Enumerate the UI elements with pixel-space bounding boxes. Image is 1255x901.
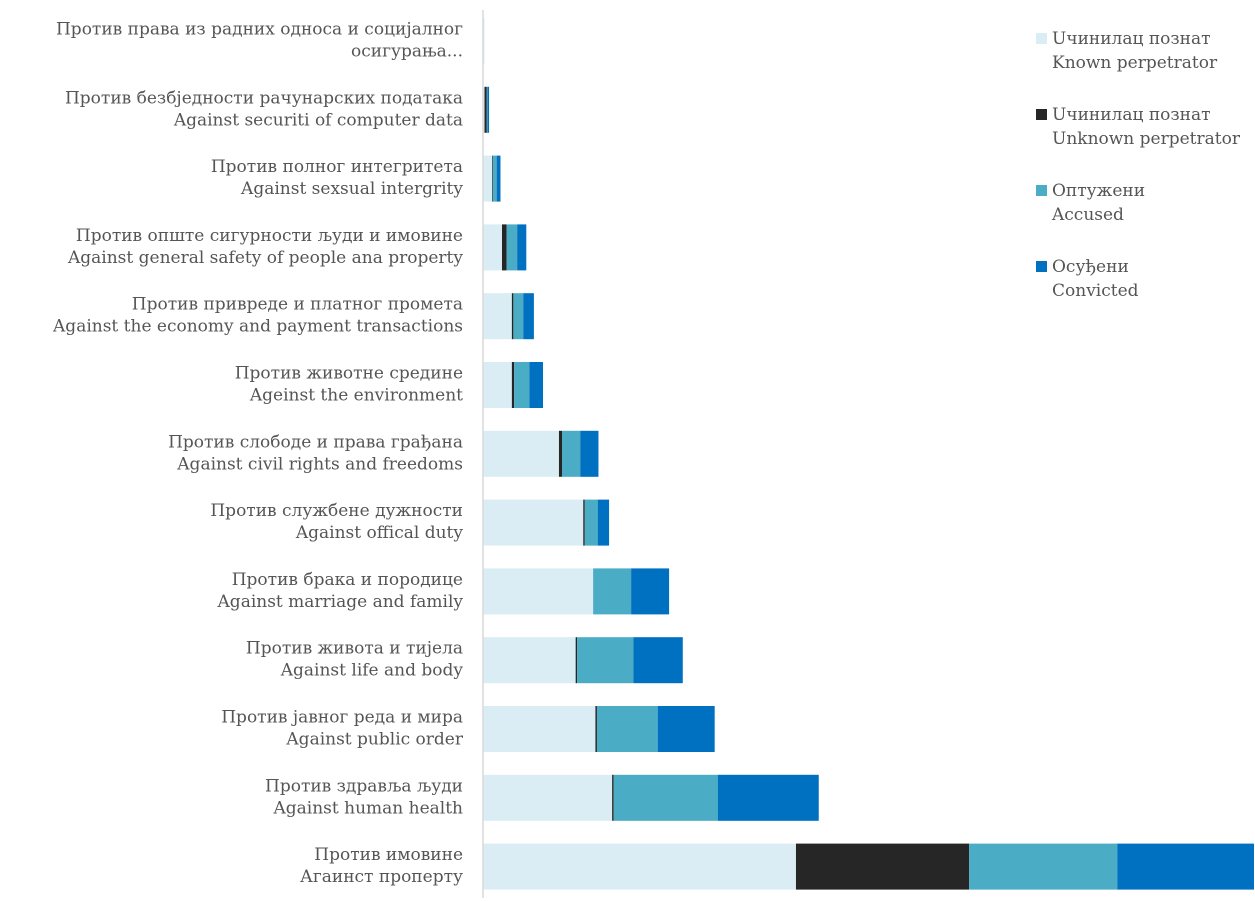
bar-segment <box>633 637 683 684</box>
category-label: Против привреде и платног промета <box>132 295 463 315</box>
bar-segment <box>483 224 502 271</box>
category-label: Против животне средине <box>235 364 463 384</box>
category-label: Against public order <box>285 730 463 750</box>
bar-segment <box>483 568 594 615</box>
bars <box>483 18 1254 890</box>
bar-segment <box>483 362 512 408</box>
bar-segment <box>717 774 819 821</box>
bar-segment <box>593 568 632 615</box>
bar-segment <box>492 155 493 202</box>
category-label: Against the economy and payment transact… <box>52 317 463 337</box>
bar-segment <box>483 637 576 684</box>
bar-segment <box>583 499 585 546</box>
bar-segment <box>577 637 634 684</box>
bar-segment <box>596 706 658 752</box>
bar-segment <box>969 843 1118 890</box>
category-label: Агаинст проперту <box>300 867 463 887</box>
legend-swatch <box>1036 109 1047 120</box>
bar-segment <box>511 293 514 340</box>
category-label: Against civil rights and freedoms <box>176 454 463 474</box>
legend-swatch <box>1036 261 1047 272</box>
bar-segment <box>613 774 718 821</box>
category-label: Против здравља људи <box>265 776 463 796</box>
bar-segment <box>483 155 493 202</box>
legend-swatch <box>1036 185 1047 196</box>
category-label: Ageinst the environment <box>249 386 463 406</box>
legend-label: Uчинилац познат <box>1052 29 1211 49</box>
bar-segment <box>506 224 518 271</box>
bar-segment <box>484 86 487 133</box>
category-label: Против живота и тијела <box>246 639 463 659</box>
bar-segment <box>514 362 530 408</box>
category-label: Against general safety of people ana pro… <box>67 248 463 268</box>
legend-label: Оптужени <box>1052 181 1145 201</box>
category-label: Against life and body <box>280 661 464 681</box>
bar-segment <box>1117 843 1254 890</box>
bar-segment <box>487 86 490 133</box>
legend-label: Unknown perpetrator <box>1052 129 1241 149</box>
bar-segment <box>496 155 501 202</box>
category-label: Против полног интегритета <box>211 157 463 177</box>
category-label: Against marriage and family <box>217 592 464 612</box>
legend-label: Known perpetrator <box>1052 53 1218 73</box>
category-label: Против брака и породице <box>232 570 463 590</box>
legend-swatch <box>1036 33 1047 44</box>
category-label: Против права из радних односа и социјалн… <box>56 20 463 40</box>
category-label: Против службене дужности <box>210 501 463 521</box>
bar-segment <box>517 224 527 271</box>
bar-segment <box>657 706 715 752</box>
category-labels: Против права из радних односа и социјалн… <box>52 20 464 888</box>
bar-segment <box>483 706 596 752</box>
category-label: Against securiti of computer data <box>173 110 463 130</box>
bar-segment <box>597 499 610 546</box>
legend: Uчинилац познат Known perpetrator Uчинилац… <box>1036 29 1241 301</box>
category-label: Против имовине <box>314 845 463 865</box>
bar-segment <box>523 293 534 340</box>
bar-segment <box>486 86 488 133</box>
bar-segment <box>483 86 485 133</box>
bar-segment <box>529 362 544 408</box>
legend-label: Uчинилац познат <box>1052 105 1211 125</box>
bar-segment <box>575 637 578 684</box>
bar-segment <box>562 430 581 477</box>
bar-segment <box>612 774 614 821</box>
bar-segment <box>595 706 597 752</box>
bar-segment <box>580 430 599 477</box>
bar-segment <box>483 499 584 546</box>
bar-segment <box>492 155 497 202</box>
bar-segment <box>483 843 796 890</box>
bar-segment <box>511 362 515 408</box>
legend-label: Convicted <box>1052 281 1139 301</box>
legend-label: Accused <box>1051 205 1124 225</box>
bar-segment <box>558 430 562 477</box>
bar-segment <box>483 293 512 340</box>
bar-segment <box>483 774 613 821</box>
category-label: Против безбједности рачунарских података <box>65 88 463 108</box>
category-label: Against human health <box>272 798 463 818</box>
legend-label: Осуђени <box>1052 257 1129 277</box>
bar-segment <box>483 430 559 477</box>
category-label: Против слободе и права грађана <box>168 432 463 452</box>
bar-segment <box>584 499 598 546</box>
category-label: осигурања... <box>351 42 463 62</box>
category-label: Against offical duty <box>295 523 464 543</box>
category-label: Против јавног реда и мира <box>221 708 463 728</box>
bar-segment <box>631 568 670 615</box>
bar-segment <box>513 293 524 340</box>
category-label: Against sexsual intergrity <box>240 179 463 199</box>
bar-segment <box>483 18 485 64</box>
category-label: Против опште сигурности људи и имовине <box>76 226 463 246</box>
bar-segment <box>501 224 507 271</box>
bar-segment <box>795 843 970 890</box>
